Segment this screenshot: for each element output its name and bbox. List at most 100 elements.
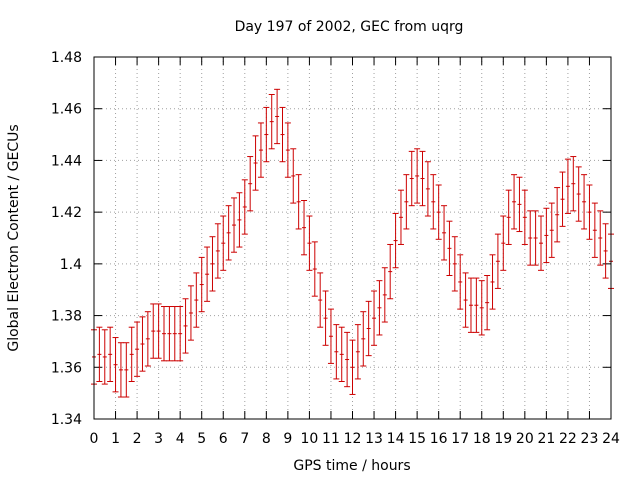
error-bar-point — [274, 88, 281, 145]
error-bar-point — [322, 290, 329, 346]
y-tick-label: 1.46 — [51, 102, 82, 118]
error-bar-point — [387, 243, 394, 300]
error-bar-point — [257, 122, 264, 178]
error-bar-point — [128, 326, 135, 383]
error-bar-point — [419, 150, 426, 207]
error-bar-point — [489, 254, 496, 310]
error-bar-point — [365, 300, 372, 357]
error-bar-point — [204, 246, 211, 302]
error-bar-point — [354, 324, 361, 380]
error-bar-point — [150, 303, 157, 359]
error-bar-point — [112, 337, 119, 393]
x-tick-label: 6 — [219, 431, 228, 447]
tick-marks — [93, 56, 612, 420]
error-bar-point — [462, 272, 469, 328]
x-tick-label: 10 — [301, 431, 319, 447]
error-bar-point — [397, 189, 404, 245]
error-bar-point — [209, 236, 216, 292]
error-bar-point — [586, 184, 593, 240]
error-bar-point — [171, 306, 178, 362]
error-bar-point — [96, 326, 103, 383]
x-tick-label: 5 — [197, 431, 206, 447]
x-tick-label: 3 — [154, 431, 163, 447]
error-bar-point — [317, 272, 324, 328]
x-tick-label: 21 — [537, 431, 555, 447]
error-bar-point — [231, 197, 238, 253]
error-bar-point — [435, 184, 442, 240]
y-axis-title: Global Electron Content / GECUs — [6, 124, 22, 351]
error-bar-point — [161, 306, 168, 362]
error-bar-point — [187, 285, 194, 341]
error-bar-point — [575, 166, 582, 222]
error-bar-point — [290, 148, 297, 204]
error-bar-point — [527, 210, 534, 266]
x-tick-label: 14 — [387, 431, 405, 447]
x-tick-label: 1 — [111, 431, 120, 447]
error-bar-point — [570, 156, 577, 212]
x-tick-label: 2 — [133, 431, 142, 447]
x-tick-label: 16 — [430, 431, 448, 447]
error-bar-point — [532, 210, 539, 266]
error-bar-point — [301, 200, 308, 256]
x-axis-title: GPS time / hours — [293, 458, 410, 474]
error-bar-point — [198, 256, 205, 313]
error-bar-point — [548, 202, 555, 258]
error-bar-point — [376, 280, 383, 336]
y-tick-label: 1.36 — [51, 360, 82, 376]
x-tick-label: 23 — [581, 431, 599, 447]
error-bar-point — [155, 303, 162, 359]
x-tick-label: 9 — [283, 431, 292, 447]
error-bar-point — [602, 223, 609, 279]
x-tick-label: 24 — [602, 431, 620, 447]
error-bar-point — [349, 339, 356, 395]
error-bar-point — [263, 106, 270, 163]
chart-title: Day 197 of 2002, GEC from uqrg — [235, 19, 464, 35]
error-bar-point — [564, 158, 571, 214]
plot-frame — [93, 56, 612, 420]
error-bar-point — [543, 207, 550, 264]
y-tick-label: 1.42 — [51, 205, 82, 221]
error-bar-point — [516, 176, 523, 233]
error-bar-point — [338, 326, 345, 383]
error-bar-point — [306, 215, 313, 271]
error-bar-point — [457, 254, 464, 310]
error-bar-point — [193, 272, 200, 328]
error-bar-point — [559, 171, 566, 227]
x-tick-label: 11 — [322, 431, 340, 447]
error-bar-point — [511, 174, 518, 230]
error-bar-point — [252, 135, 259, 191]
y-tick-label: 1.4 — [60, 257, 82, 273]
x-tick-label: 15 — [408, 431, 426, 447]
error-bar-point — [182, 298, 189, 354]
error-bar-point — [591, 202, 598, 258]
error-bar-point — [123, 342, 130, 398]
error-bar-point — [403, 174, 410, 230]
error-bar-point — [392, 212, 399, 269]
error-bar-point — [101, 329, 108, 385]
x-tick-label: 18 — [473, 431, 491, 447]
error-bar-point — [134, 321, 141, 377]
x-tick-label: 7 — [240, 431, 249, 447]
y-tick-label: 1.44 — [51, 153, 82, 169]
error-bar-point — [554, 187, 561, 243]
x-tick-label: 8 — [262, 431, 271, 447]
x-tick-label: 13 — [365, 431, 383, 447]
error-bar-point — [284, 122, 291, 178]
error-bar-point — [311, 241, 318, 297]
error-bar-point — [414, 148, 421, 204]
error-bar-point — [327, 308, 334, 364]
x-tick-label: 17 — [451, 431, 469, 447]
y-tick-labels: 1.34 1.36 1.38 1.4 1.42 1.44 1.46 1.48 — [51, 50, 82, 428]
error-bar-point — [144, 311, 151, 367]
error-bar-point — [295, 174, 302, 230]
error-bar-point — [581, 174, 588, 230]
y-tick-label: 1.48 — [51, 50, 82, 66]
error-bar-point — [494, 233, 501, 289]
error-bar-point — [597, 210, 604, 266]
error-bar-point — [214, 223, 221, 279]
x-tick-label: 12 — [344, 431, 362, 447]
error-bar-point — [446, 220, 453, 276]
error-bar-point — [107, 326, 114, 383]
error-bar-point — [268, 93, 275, 150]
error-bar-point — [166, 306, 173, 362]
